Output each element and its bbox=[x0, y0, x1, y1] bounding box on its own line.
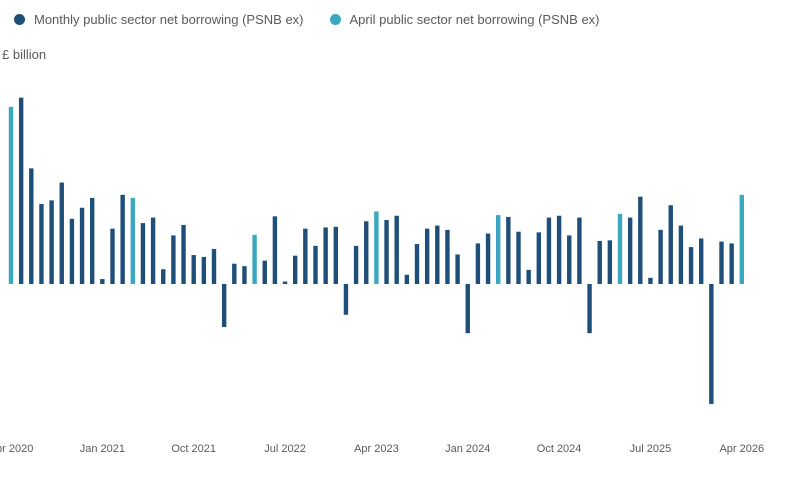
bar-monthly-mar-2023[interactable] bbox=[364, 221, 369, 284]
bar-monthly-nov-2021[interactable] bbox=[201, 256, 207, 284]
bar-monthly-dec-2021[interactable] bbox=[211, 248, 217, 284]
x-axis-ticks: Apr 2020 Jan 2021 Oct 2021 Jul 2022 Apr 2023… bbox=[0, 443, 764, 455]
bar-monthly-jun-2024[interactable] bbox=[516, 231, 521, 284]
bar-monthly-nov-2024[interactable] bbox=[567, 235, 572, 284]
bar-monthly-dec-2023[interactable] bbox=[455, 254, 460, 284]
bar-monthly-jun-2023[interactable] bbox=[394, 215, 399, 285]
bar-monthly-sep-2022[interactable] bbox=[303, 228, 308, 284]
bar-monthly-jan-2025[interactable] bbox=[587, 284, 592, 334]
bar-monthly-jan-2022[interactable] bbox=[221, 284, 227, 328]
bar-monthly-nov-2022[interactable] bbox=[323, 227, 328, 284]
bar-monthly-may-2025[interactable] bbox=[627, 217, 633, 284]
bar-monthly-aug-2024[interactable] bbox=[536, 232, 541, 284]
bar-monthly-oct-2021[interactable] bbox=[191, 255, 196, 284]
bar-monthly-nov-2025[interactable] bbox=[688, 247, 694, 284]
legend-label-monthly: Monthly public sector net borrowing (PSN… bbox=[34, 12, 304, 27]
bar-monthly-oct-2020[interactable] bbox=[69, 218, 75, 284]
bar-monthly-feb-2023[interactable] bbox=[353, 245, 359, 284]
bar-monthly-jul-2023[interactable] bbox=[404, 274, 410, 284]
bar-monthly-jun-2025[interactable] bbox=[638, 196, 643, 284]
bar-monthly-jan-2021[interactable] bbox=[100, 279, 105, 284]
bar-monthly-aug-2021[interactable] bbox=[171, 235, 176, 284]
bar-monthly-nov-2023[interactable] bbox=[445, 229, 450, 284]
bars-group bbox=[8, 97, 744, 404]
bar-monthly-feb-2021[interactable] bbox=[110, 228, 115, 284]
bar-monthly-dec-2025[interactable] bbox=[699, 238, 704, 284]
bar-april-apr-2023[interactable] bbox=[374, 211, 379, 284]
x-tick-label: Jan 2024 bbox=[445, 443, 490, 455]
bar-april-apr-2021[interactable] bbox=[130, 197, 135, 284]
bar-monthly-may-2022[interactable] bbox=[262, 260, 267, 284]
bar-monthly-oct-2025[interactable] bbox=[678, 225, 684, 284]
bar-monthly-sep-2023[interactable] bbox=[424, 228, 430, 284]
legend-swatch-april bbox=[329, 14, 341, 25]
bar-monthly-may-2020[interactable] bbox=[18, 97, 24, 285]
x-tick-label: Apr 2020 bbox=[0, 443, 33, 455]
x-tick-label: Oct 2024 bbox=[537, 443, 582, 455]
bar-monthly-jun-2021[interactable] bbox=[150, 217, 156, 284]
bar-monthly-feb-2024[interactable] bbox=[475, 243, 481, 284]
bar-monthly-sep-2021[interactable] bbox=[181, 224, 186, 284]
bar-monthly-dec-2024[interactable] bbox=[577, 217, 582, 284]
bar-monthly-mar-2021[interactable] bbox=[120, 194, 125, 284]
y-unit-label: £ billion bbox=[2, 47, 47, 62]
bar-monthly-feb-2025[interactable] bbox=[597, 240, 602, 284]
legend-item-monthly[interactable]: Monthly public sector net borrowing (PSN… bbox=[14, 12, 304, 27]
legend-item-april[interactable]: April public sector net borrowing (PSNB … bbox=[329, 12, 600, 27]
bar-april-apr-2020[interactable] bbox=[8, 106, 14, 284]
x-tick-label: Apr 2026 bbox=[719, 443, 764, 455]
bar-april-apr-2025[interactable] bbox=[617, 213, 623, 284]
legend-label-april: April public sector net borrowing (PSNB … bbox=[349, 12, 600, 27]
bar-monthly-may-2021[interactable] bbox=[140, 223, 146, 285]
bar-monthly-aug-2025[interactable] bbox=[658, 229, 663, 284]
legend-swatch-monthly bbox=[14, 14, 25, 25]
bar-monthly-dec-2020[interactable] bbox=[90, 197, 95, 284]
bar-april-apr-2026[interactable] bbox=[739, 194, 744, 284]
x-tick-label: Jul 2022 bbox=[264, 443, 306, 455]
bar-monthly-jul-2021[interactable] bbox=[161, 269, 166, 284]
bar-monthly-may-2024[interactable] bbox=[506, 216, 511, 284]
bar-april-apr-2024[interactable] bbox=[496, 215, 501, 284]
bar-monthly-mar-2024[interactable] bbox=[485, 233, 491, 284]
bar-monthly-mar-2025[interactable] bbox=[607, 240, 613, 284]
bar-monthly-oct-2023[interactable] bbox=[435, 225, 440, 284]
bar-monthly-jul-2022[interactable] bbox=[282, 281, 288, 284]
x-tick-label: Oct 2021 bbox=[171, 443, 216, 455]
bar-monthly-jan-2023[interactable] bbox=[343, 284, 349, 315]
bar-monthly-dec-2022[interactable] bbox=[333, 226, 338, 285]
bar-monthly-oct-2024[interactable] bbox=[556, 215, 562, 285]
x-tick-label: Jan 2021 bbox=[80, 443, 125, 455]
bar-monthly-jan-2024[interactable] bbox=[465, 284, 470, 334]
bar-monthly-aug-2020[interactable] bbox=[49, 200, 54, 284]
x-tick-label: Jul 2025 bbox=[630, 443, 672, 455]
bar-monthly-aug-2023[interactable] bbox=[414, 244, 420, 285]
bar-monthly-jan-2026[interactable] bbox=[709, 284, 714, 404]
bar-monthly-sep-2024[interactable] bbox=[546, 217, 552, 284]
bar-monthly-jun-2020[interactable] bbox=[29, 168, 34, 284]
chart-legend: Monthly public sector net borrowing (PSN… bbox=[14, 12, 600, 27]
bar-monthly-jul-2020[interactable] bbox=[39, 204, 44, 284]
bar-monthly-mar-2026[interactable] bbox=[729, 243, 734, 284]
x-tick-label: Apr 2023 bbox=[354, 443, 399, 455]
bar-monthly-jul-2024[interactable] bbox=[526, 269, 531, 284]
bar-april-apr-2022[interactable] bbox=[252, 234, 257, 284]
bar-monthly-jun-2022[interactable] bbox=[272, 216, 278, 284]
bar-monthly-jul-2025[interactable] bbox=[648, 277, 653, 284]
bar-monthly-feb-2026[interactable] bbox=[719, 241, 724, 284]
bar-monthly-aug-2022[interactable] bbox=[293, 255, 298, 284]
bar-monthly-sep-2020[interactable] bbox=[59, 182, 64, 284]
bar-monthly-feb-2022[interactable] bbox=[232, 263, 237, 284]
bar-monthly-mar-2022[interactable] bbox=[242, 266, 247, 285]
bar-monthly-may-2023[interactable] bbox=[384, 220, 389, 284]
bar-monthly-sep-2025[interactable] bbox=[668, 205, 673, 284]
bar-monthly-oct-2022[interactable] bbox=[313, 245, 318, 284]
bar-monthly-nov-2020[interactable] bbox=[79, 207, 85, 284]
